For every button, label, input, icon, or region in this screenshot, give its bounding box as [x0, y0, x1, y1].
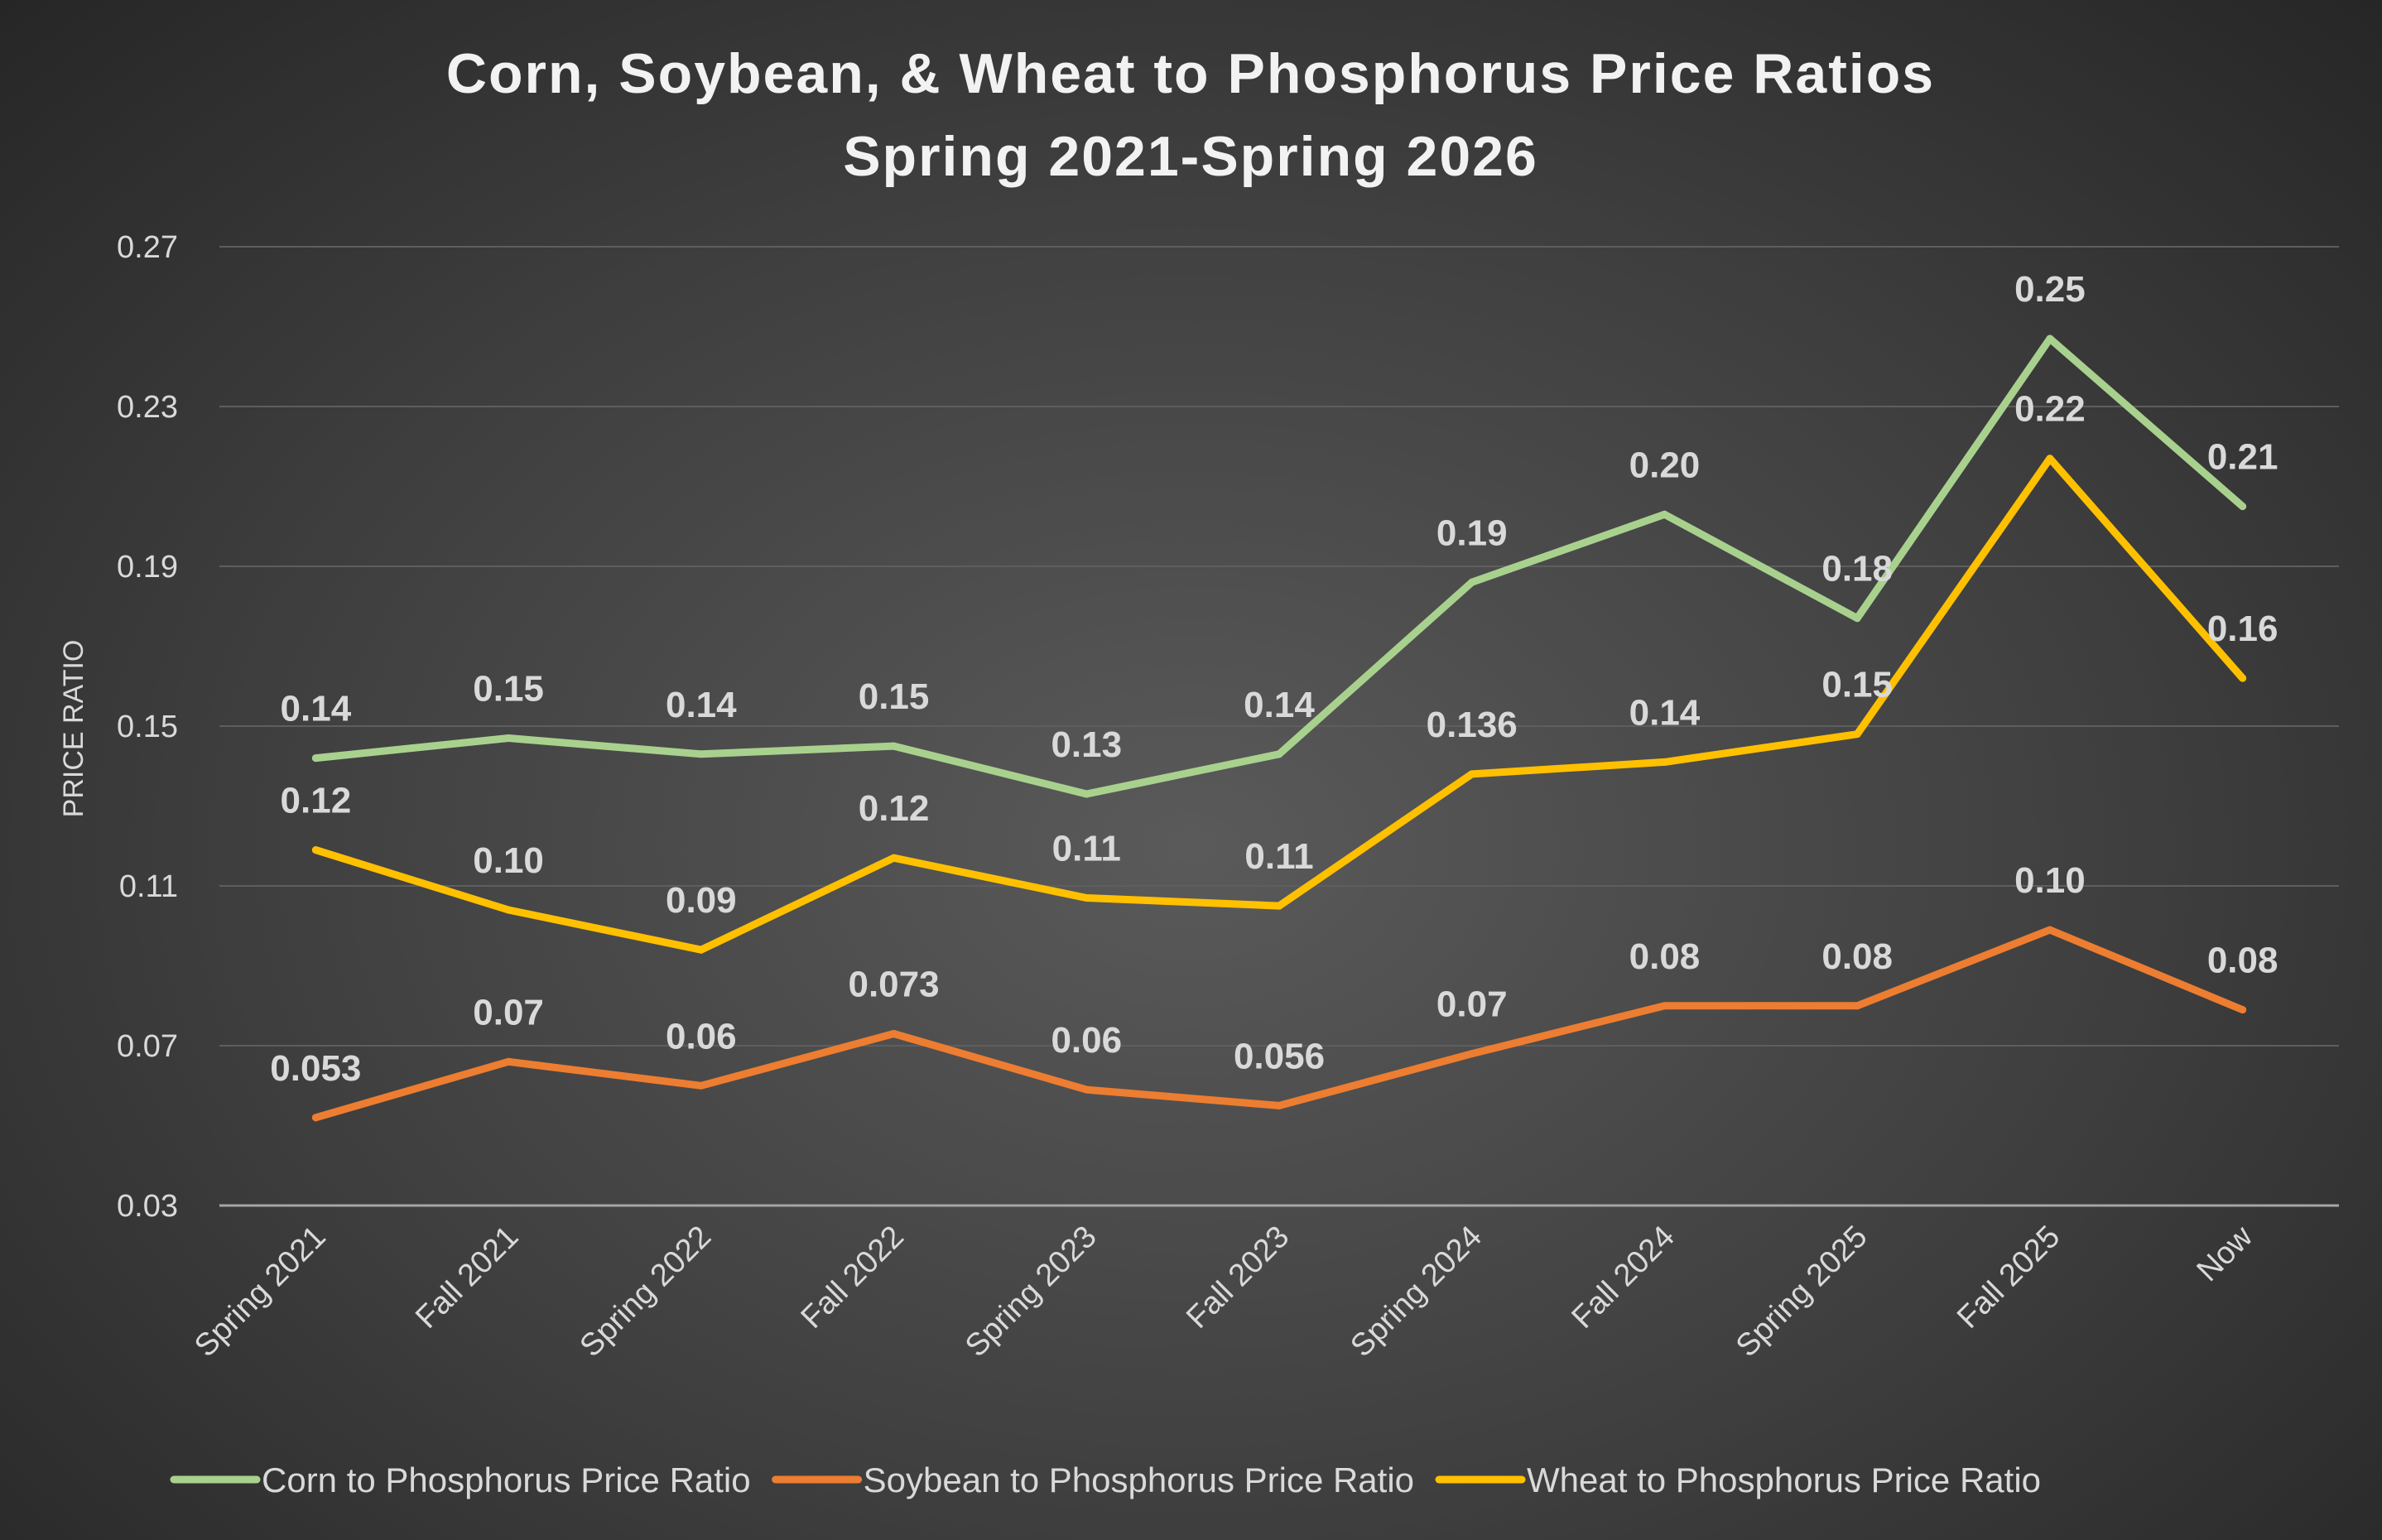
data-point: [1853, 730, 1861, 739]
data-point: [1660, 1002, 1668, 1010]
data-point: [311, 1114, 320, 1122]
data-label: 0.22: [2014, 389, 2086, 430]
data-label: 0.12: [859, 788, 930, 829]
data-label-layer: 0.14 0.15 0.14 0.15 0.13 0.14 0.19 0.20 0.18 0.25…: [270, 269, 2278, 1089]
data-point: [1660, 758, 1668, 766]
y-tick-label: 0.15: [117, 710, 178, 744]
data-label: 0.07: [473, 992, 544, 1032]
data-label: 0.07: [1436, 984, 1508, 1025]
data-label: 0.14: [666, 685, 737, 725]
x-tick-label: Spring 2023: [959, 1220, 1104, 1364]
data-point: [2046, 455, 2054, 463]
legend: Corn to Phosphorus Price Ratio Soybean to…: [170, 1461, 2041, 1499]
data-label: 0.12: [281, 781, 352, 821]
x-tick-label: Spring 2024: [1344, 1220, 1489, 1364]
data-point: [1082, 790, 1090, 798]
data-point: [2239, 674, 2247, 682]
data-label: 0.14: [1244, 685, 1315, 725]
data-point: [1082, 893, 1090, 902]
data-point: [1853, 1002, 1861, 1010]
data-label: 0.14: [281, 689, 352, 729]
data-point: [1275, 1101, 1283, 1109]
chart-subtitle: Spring 2021-Spring 2026: [843, 125, 1538, 188]
data-point: [1468, 770, 1476, 778]
data-label: 0.15: [859, 676, 930, 717]
data-label: 0.13: [1051, 724, 1122, 765]
y-tick-label: 0.11: [119, 869, 178, 904]
data-point: [1468, 578, 1476, 586]
x-tick-label: Spring 2021: [188, 1220, 333, 1364]
data-label: 0.053: [270, 1048, 361, 1089]
data-label: 0.11: [1244, 836, 1313, 877]
data-point: [504, 734, 512, 742]
data-point: [311, 754, 320, 763]
data-label: 0.06: [666, 1016, 737, 1056]
data-label: 0.15: [1821, 665, 1893, 705]
y-tick-label: 0.07: [117, 1029, 178, 1064]
data-point: [890, 1030, 898, 1038]
data-point: [890, 854, 898, 862]
x-tick-label: Spring 2025: [1730, 1220, 1874, 1364]
x-tick-label: Fall 2022: [795, 1220, 911, 1335]
data-point: [504, 906, 512, 914]
data-point: [697, 750, 705, 758]
legend-label-1: Corn to Phosphorus Price Ratio: [262, 1461, 751, 1499]
legend-label-2: Soybean to Phosphorus Price Ratio: [864, 1461, 1414, 1499]
grid-layer: [219, 246, 2339, 1207]
data-point: [2046, 926, 2054, 934]
data-point: [1660, 510, 1668, 518]
y-tick-label: 0.27: [117, 230, 178, 265]
data-label: 0.20: [1629, 445, 1701, 485]
data-label: 0.08: [2207, 941, 2279, 981]
data-point: [311, 846, 320, 854]
series-line-2: [311, 926, 2247, 1122]
data-point: [1275, 902, 1283, 910]
data-label: 0.16: [2207, 609, 2279, 649]
data-point: [2239, 503, 2247, 511]
data-point: [2046, 334, 2054, 343]
chart-title: Corn, Soybean, & Wheat to Phosphorus Pri…: [446, 42, 1935, 105]
data-label: 0.21: [2207, 437, 2279, 478]
data-label: 0.136: [1427, 705, 1518, 745]
data-label: 0.073: [848, 965, 939, 1005]
data-point: [697, 1081, 705, 1090]
data-label: 0.19: [1436, 513, 1508, 553]
data-label: 0.18: [1821, 549, 1893, 590]
y-tick-label: 0.03: [117, 1189, 178, 1224]
x-tick-label: Spring 2022: [574, 1220, 719, 1364]
data-label: 0.15: [473, 668, 544, 709]
data-label: 0.09: [666, 880, 737, 921]
series-layer: [311, 334, 2247, 1122]
data-point: [890, 742, 898, 750]
data-label: 0.10: [2014, 860, 2086, 901]
data-point: [1853, 614, 1861, 623]
data-point: [504, 1057, 512, 1066]
data-label: 0.11: [1052, 828, 1121, 869]
y-axis-label: PRICE RATIO: [58, 640, 89, 818]
y-tick-label: 0.23: [117, 390, 178, 425]
x-tick-label: Now: [2191, 1219, 2260, 1288]
y-tick-label: 0.19: [117, 550, 178, 585]
x-tick-label: Fall 2023: [1180, 1220, 1296, 1335]
data-label: 0.08: [1629, 936, 1701, 977]
data-label: 0.14: [1629, 692, 1701, 733]
x-tick-layer: Spring 2021 Fall 2021 Spring 2022 Fall 2022…: [188, 1219, 2259, 1364]
x-tick-label: Fall 2025: [1951, 1220, 2067, 1335]
data-point: [2239, 1006, 2247, 1014]
legend-label-3: Wheat to Phosphorus Price Ratio: [1527, 1461, 2041, 1499]
y-tick-layer: 0.03 0.07 0.11 0.15 0.19 0.23 0.27: [117, 230, 178, 1224]
data-label: 0.25: [2014, 269, 2086, 310]
x-tick-label: Fall 2021: [409, 1220, 525, 1335]
data-label: 0.056: [1234, 1036, 1325, 1076]
data-point: [1468, 1050, 1476, 1058]
data-label: 0.10: [473, 840, 544, 881]
data-point: [697, 946, 705, 954]
x-tick-label: Fall 2024: [1566, 1220, 1682, 1335]
data-label: 0.08: [1821, 936, 1893, 977]
data-point: [1275, 750, 1283, 758]
data-label: 0.06: [1051, 1020, 1122, 1061]
data-point: [1082, 1085, 1090, 1094]
